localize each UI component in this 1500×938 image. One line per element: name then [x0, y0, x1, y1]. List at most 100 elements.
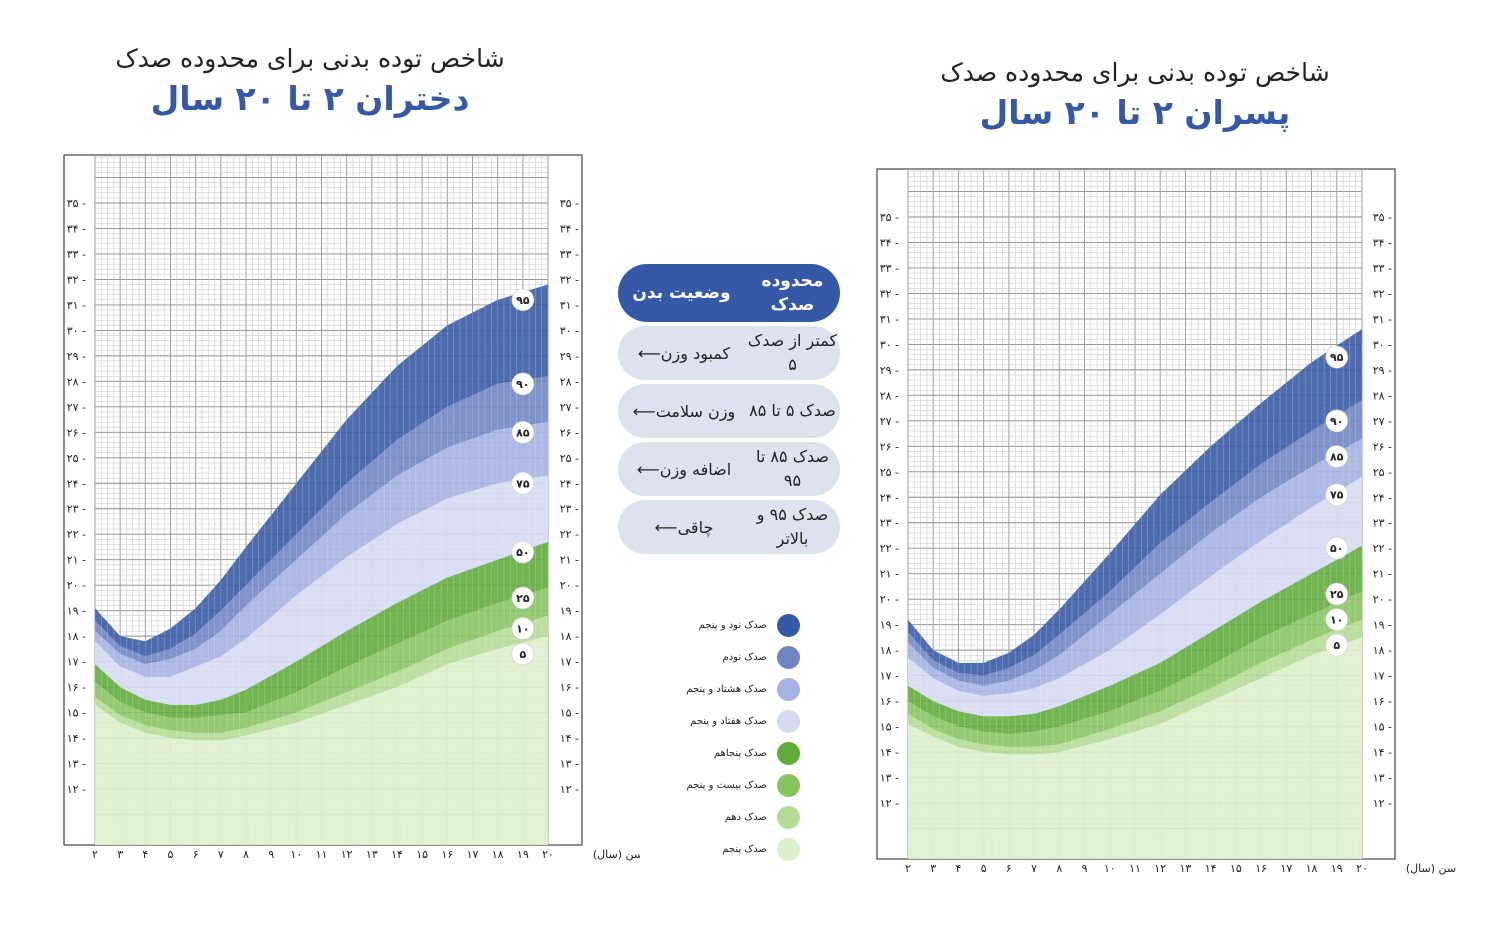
band-p5 — [908, 591, 1362, 747]
y-tick-label-left: ۱۹ - — [880, 619, 899, 632]
y-tick-label-left: ۳۴ - — [67, 222, 86, 235]
percentile-labels: ۹۵ ۹۰ ۸۵ ۷۵ ۵۰ ۲۵ ۱۰ ۵ — [1325, 345, 1349, 657]
percentile-marker-label: ۹۰ — [516, 378, 529, 391]
legend-swatch — [777, 613, 800, 637]
y-tick-label-left: ۱۷ - — [67, 656, 86, 669]
legend-label: صدک پنجاهم — [713, 747, 767, 759]
band-p3 — [95, 475, 548, 705]
band-p7 — [95, 636, 548, 845]
status-row-label: چاقی — [677, 517, 714, 537]
x-tick-label: ۳ — [930, 862, 936, 875]
x-tick-label: ۸ — [243, 848, 249, 861]
x-tick-label: ۳ — [117, 848, 123, 861]
status-row-range: صدک ۹۵ و بالاتر — [756, 505, 829, 548]
legend-item-p10: صدک دهم — [725, 804, 800, 830]
y-tick-label-left: ۲۳ - — [67, 503, 86, 516]
y-tick-label-left: ۱۵ - — [880, 721, 899, 734]
y-tick-label-left: ۲۱ - — [880, 568, 899, 581]
x-tick-label: ۶ — [1006, 862, 1012, 875]
percentile-marker-label: ۵ — [1333, 639, 1340, 652]
status-row-label: کمبود وزن — [660, 343, 731, 363]
percentile-marker-bg — [1325, 445, 1349, 468]
y-tick-label-left: ۱۳ - — [67, 758, 86, 771]
percentile-marker-bg — [1325, 608, 1349, 631]
x-tick-label: ۲۰ — [542, 848, 554, 861]
status-row-healthy: صدک ۵ تا ۸۵ وزن سلامت ⟵ — [618, 384, 840, 438]
y-tick-label-right: ۱۹ - — [560, 605, 579, 618]
x-tick-label: ۲ — [905, 862, 911, 875]
percentile-bands — [95, 284, 548, 845]
y-tick-label-left: ۱۲ - — [67, 783, 86, 796]
y-tick-label-right: ۲۶ - — [560, 426, 579, 439]
y-tick-label-right: ۳۳ - — [1373, 262, 1392, 275]
legend-label: صدک دهم — [724, 811, 767, 823]
x-tick-label: ۱۸ — [492, 848, 504, 861]
status-row-range: صدک ۸۵ تا ۹۵ — [756, 447, 829, 490]
y-tick-label-right: ۳۳ - — [560, 248, 579, 261]
y-tick-label-right: ۳۲ - — [560, 273, 579, 286]
x-tick-label: ۴ — [142, 848, 148, 861]
x-tick-label: ۱۸ — [1306, 862, 1318, 875]
legend-item-p5: صدک پنجم — [722, 836, 800, 862]
y-tick-label-right: ۲۴ - — [560, 477, 579, 490]
x-tick-label: ۹ — [1082, 862, 1088, 875]
boys-chart-title-block: شاخص توده بدنی برای محدوده صدک پسران ۲ ت… — [890, 58, 1380, 132]
x-tick-label: ۷ — [218, 848, 224, 861]
y-tick-label-right: ۳۱ - — [1373, 313, 1392, 326]
legend-swatch — [777, 741, 800, 765]
arrow-left-icon: ⟵ — [654, 517, 678, 537]
girls-chart-subtitle: شاخص توده بدنی برای محدوده صدک — [115, 44, 505, 73]
y-tick-label-right: ۱۹ - — [1373, 619, 1392, 632]
y-tick-label-left: ۲۸ - — [67, 375, 86, 388]
percentile-marker-bg — [511, 642, 535, 666]
y-tick-label-left: ۳۰ - — [67, 324, 86, 337]
y-tick-label-right: ۲۳ - — [560, 503, 579, 516]
band-p3 — [908, 476, 1362, 717]
percentile-marker-label: ۷۵ — [1330, 489, 1344, 502]
y-tick-label-left: ۲۲ - — [880, 542, 899, 555]
y-tick-label-right: ۲۶ - — [1373, 440, 1392, 453]
percentile-marker-label: ۹۰ — [1330, 415, 1343, 428]
band-p6 — [908, 619, 1362, 755]
y-tick-label-left: ۱۶ - — [67, 681, 86, 694]
x-tick-label: ۵ — [168, 848, 174, 861]
y-tick-label-right: ۳۴ - — [1373, 236, 1392, 249]
band-p2 — [908, 438, 1362, 696]
y-tick-label-left: ۱۸ - — [67, 630, 86, 643]
x-tick-label: ۱۷ — [1280, 862, 1292, 875]
x-axis-title: سن (سال) — [1406, 862, 1456, 875]
boys-chart-subtitle: شاخص توده بدنی برای محدوده صدک — [940, 58, 1330, 87]
y-tick-label-left: ۳۵ - — [880, 211, 899, 224]
percentile-marker-bg — [1325, 633, 1349, 657]
legend-swatch — [777, 709, 800, 733]
y-tick-label-left: ۲۶ - — [880, 440, 899, 453]
y-tick-label-right: ۱۲ - — [1373, 797, 1392, 810]
x-tick-label: ۱۰ — [290, 848, 302, 861]
y-tick-label-left: ۲۴ - — [67, 477, 86, 490]
y-tick-label-left: ۲۴ - — [880, 491, 899, 504]
header-body-status: وضعیت بدن — [632, 283, 731, 303]
y-tick-label-left: ۱۹ - — [67, 605, 86, 618]
y-tick-label-right: ۲۱ - — [560, 554, 579, 567]
y-tick-label-left: ۲۰ - — [880, 593, 899, 606]
legend-swatch — [777, 773, 800, 797]
status-row-label: وزن سلامت — [655, 401, 736, 421]
percentile-marker-label: ۷۵ — [516, 477, 530, 490]
y-tick-label-left: ۳۰ - — [880, 338, 899, 351]
x-axis-title: سن (سال) — [593, 848, 640, 861]
y-tick-label-left: ۲۷ - — [880, 415, 899, 428]
y-tick-label-right: ۱۸ - — [1373, 644, 1392, 657]
x-tick-label: ۱۴ — [1205, 862, 1217, 875]
y-tick-label-left: ۲۰ - — [67, 579, 86, 592]
percentile-marker-bg — [511, 421, 535, 444]
band-p2 — [95, 422, 548, 677]
status-row-range: صدک ۵ تا ۸۵ — [749, 401, 836, 420]
percentile-marker-label: ۹۵ — [1330, 351, 1344, 364]
y-tick-label-right: ۳۰ - — [560, 324, 579, 337]
y-tick-label-right: ۲۳ - — [1373, 517, 1392, 530]
y-tick-label-left: ۲۵ - — [880, 466, 899, 479]
band-p0 — [908, 329, 1362, 676]
x-tick-label: ۹ — [268, 848, 274, 861]
y-tick-label-left: ۱۲ - — [880, 797, 899, 810]
